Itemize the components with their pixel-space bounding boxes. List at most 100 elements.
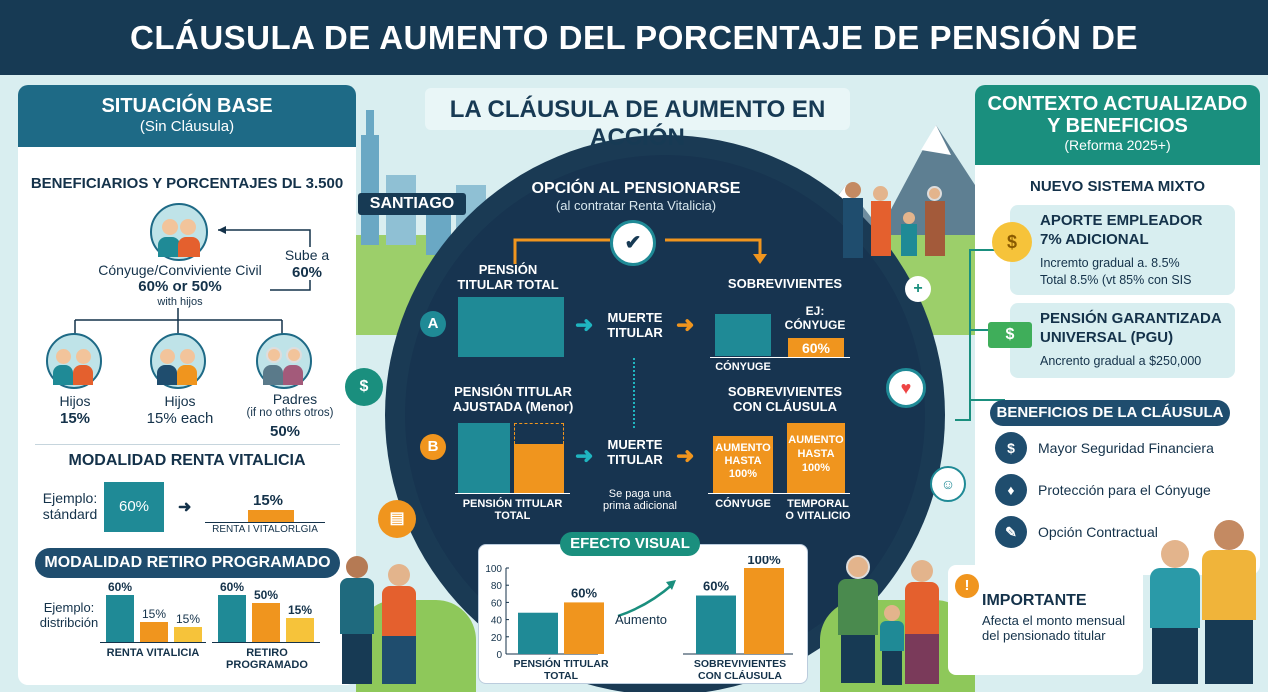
g1-bar-1	[106, 595, 134, 642]
benefit-3: Opción Contractual	[1038, 524, 1158, 540]
city-label: SANTIAGO	[358, 193, 466, 215]
ret-example: Ejemplo:	[43, 600, 95, 615]
warning-icon: !	[955, 574, 979, 598]
g1-bar-3	[174, 627, 202, 642]
vit-example: Ejemplo:	[42, 490, 98, 506]
shield-icon: ♦	[995, 474, 1027, 506]
man-figure-icon	[340, 556, 374, 684]
option-a-badge: A	[420, 311, 446, 337]
parents-label: Padres	[272, 391, 318, 407]
b-cap-2: TEMPORAL O VITALICIO	[785, 498, 851, 522]
important-card	[948, 565, 1143, 675]
spouse-note: with hijos	[157, 296, 203, 308]
money-icon: $	[345, 368, 383, 406]
kids1-pct: 15%	[59, 410, 91, 427]
effect-group-label: CON CLÁUSULA	[698, 669, 782, 682]
g1-val-2: 15%	[141, 607, 167, 621]
ret-example2: distribción	[39, 615, 99, 630]
dotted-connector	[633, 358, 635, 428]
important-title: IMPORTANTE	[982, 592, 1087, 609]
b-prima: Se paga una prima adicional	[603, 488, 677, 512]
g2-caption: RETIRO PROGRAMADO	[226, 647, 308, 671]
a-conyuge-bar	[715, 314, 771, 356]
rise-arrow-icon	[218, 226, 311, 291]
beneficiaries-title: BENEFICIARIOS Y PORCENTAJES DL 3.500	[30, 175, 344, 192]
effect-arrow-label: Aumento	[615, 612, 668, 627]
b-box-2: AUMENTO HASTA 100%	[787, 423, 845, 493]
b-mid: MUERTE TITULAR	[607, 437, 663, 467]
b-axis	[455, 493, 570, 494]
effect-bar-0-0	[518, 612, 558, 654]
a-arrow-2-icon: ➜	[676, 312, 695, 337]
spouse-pct: 60% or 50%	[138, 278, 222, 295]
card1-l1: Incremto gradual a. 8.5%	[1040, 256, 1180, 270]
a-ex: EJ: CÓNYUGE	[784, 304, 846, 332]
a-axis	[710, 357, 850, 358]
card-pgu	[1010, 303, 1235, 378]
effect-group-label: PENSIÓN TITULAR	[513, 657, 609, 670]
option-sub: (al contratar Renta Vitalicia)	[555, 198, 717, 213]
vit-box: 60%	[104, 482, 164, 532]
effect-bar-1-1	[744, 568, 784, 654]
card2-l1: Ancrento gradual a $250,000	[1040, 354, 1202, 368]
a-arrow-1-icon: ➜	[575, 312, 594, 337]
base-heading: SITUACIÓN BASE	[101, 95, 273, 117]
effect-value-label: 100%	[747, 556, 781, 567]
document-icon: ▤	[378, 500, 416, 538]
y-tick-label: 40	[491, 616, 503, 627]
woman-right-figure-icon	[1150, 540, 1200, 685]
money-bag-icon: $	[992, 222, 1032, 262]
b-right-axis	[708, 493, 850, 494]
system-title: NUEVO SISTEMA MIXTO	[1029, 178, 1206, 195]
effect-bar-0-1	[564, 602, 604, 654]
b-full-bar	[458, 423, 510, 493]
rise-label: Sube a	[284, 247, 330, 263]
b-left-title: PENSIÓN TITULAR AJUSTADA (Menor)	[452, 384, 574, 414]
card1-l2: Total 8.5% (vt 85% con SIS	[1040, 273, 1192, 287]
y-tick-label: 0	[496, 650, 502, 661]
b-adjusted-bar	[514, 444, 564, 493]
spouse-label: Cónyuge/Conviviente Civil	[98, 262, 262, 278]
parents-pct: 50%	[269, 423, 301, 440]
mother-figure-icon	[905, 560, 939, 685]
g2-bar-2	[252, 603, 280, 642]
g2-axis	[212, 642, 320, 643]
a-right-title: SOBREVIVIENTES	[727, 276, 843, 291]
g2-val-2: 50%	[253, 588, 279, 602]
context-subheading: (Reforma 2025+)	[1064, 137, 1171, 153]
man-right-figure-icon	[1202, 520, 1256, 685]
kids-avatar-2	[150, 333, 206, 389]
vit-bar	[248, 510, 294, 522]
banknote-icon: $	[988, 322, 1032, 348]
medical-kit-icon: +	[905, 276, 931, 302]
page-title: CLÁUSULA DE AUMENTO DEL PORCENTAJE DE PE…	[0, 0, 1268, 131]
family-mountain-figures-icon	[843, 182, 955, 262]
card2-title: PENSIÓN GARANTIZADA UNIVERSAL (PGU)	[1040, 310, 1222, 346]
effect-group-label: TOTAL	[544, 670, 579, 682]
b-cap-1: CÓNYUGE	[715, 498, 771, 510]
family-care-icon: ☺	[930, 466, 966, 502]
base-subheading: (Sin Cláusula)	[139, 118, 235, 135]
vit-axis	[205, 522, 325, 523]
g2-bar-3	[286, 618, 314, 642]
increase-arrow-icon	[617, 583, 674, 618]
g2-bar-1	[218, 595, 246, 642]
card1-title: APORTE EMPLEADOR 7% ADICIONAL	[1040, 212, 1203, 248]
b-arrow-2-icon: ➜	[676, 443, 695, 468]
y-tick-label: 100	[485, 564, 502, 575]
increase-arrowhead-icon	[666, 580, 676, 590]
benefit-1: Mayor Seguridad Financiera	[1038, 440, 1214, 456]
kids-avatar-1	[46, 333, 102, 389]
vitalicia-title: MODALIDAD RENTA VITALICIA	[68, 452, 306, 469]
center-heading-bg	[425, 88, 850, 130]
grandpa-figure-icon	[838, 555, 878, 685]
card-employer	[1010, 205, 1235, 295]
b-box-1: AUMENTO HASTA 100%	[713, 436, 773, 493]
b-reduction-outline	[514, 423, 564, 444]
child-figure-icon	[880, 605, 904, 685]
couple-avatar	[150, 203, 208, 261]
parents-note: (if no othrs otros)	[246, 407, 334, 419]
g1-caption: RENTA VITALICIA	[106, 647, 200, 659]
effect-title: EFECTO VISUAL	[560, 532, 700, 556]
